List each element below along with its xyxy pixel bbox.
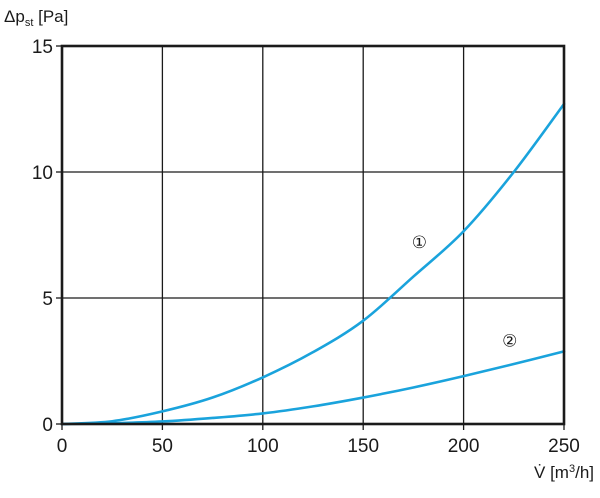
plot-frame <box>60 44 566 426</box>
x-axis-title-sup: 3 <box>569 463 575 475</box>
y-tick-label-0: 0 <box>42 415 53 436</box>
tick-labels: 0 50 100 150 200 250 0 5 10 15 <box>32 37 580 457</box>
y-tick-label-10: 10 <box>32 163 53 184</box>
series-layer <box>60 102 566 426</box>
x-tick-label-100: 100 <box>247 436 279 457</box>
plot-frame-layer <box>56 44 566 430</box>
x-axis-title-unit: /h] <box>575 463 594 482</box>
x-tick-label-50: 50 <box>152 436 173 457</box>
x-tick-label-150: 150 <box>347 436 379 457</box>
y-axis-title: Δpst [Pa] <box>4 7 68 29</box>
grid <box>61 45 565 425</box>
curve-label-2: ② <box>502 331 517 350</box>
x-tick-label-250: 250 <box>548 436 580 457</box>
x-axis-title-base: V̇ [m <box>534 463 569 482</box>
y-axis-title-sub: st <box>25 17 34 29</box>
x-tick-label-200: 200 <box>448 436 480 457</box>
y-axis-title-unit: [Pa] <box>33 7 68 26</box>
y-tick-label-15: 15 <box>32 37 53 58</box>
x-tick-label-0: 0 <box>57 436 68 457</box>
y-axis-title-base: Δp <box>4 7 25 26</box>
series-line-1 <box>60 102 566 426</box>
curve-label-1: ① <box>412 233 427 252</box>
y-tick-label-5: 5 <box>42 289 53 310</box>
x-axis-title: V̇ [m3/h] <box>534 463 594 482</box>
series-line-2 <box>60 350 566 426</box>
curve-markers: ①② <box>412 233 518 350</box>
